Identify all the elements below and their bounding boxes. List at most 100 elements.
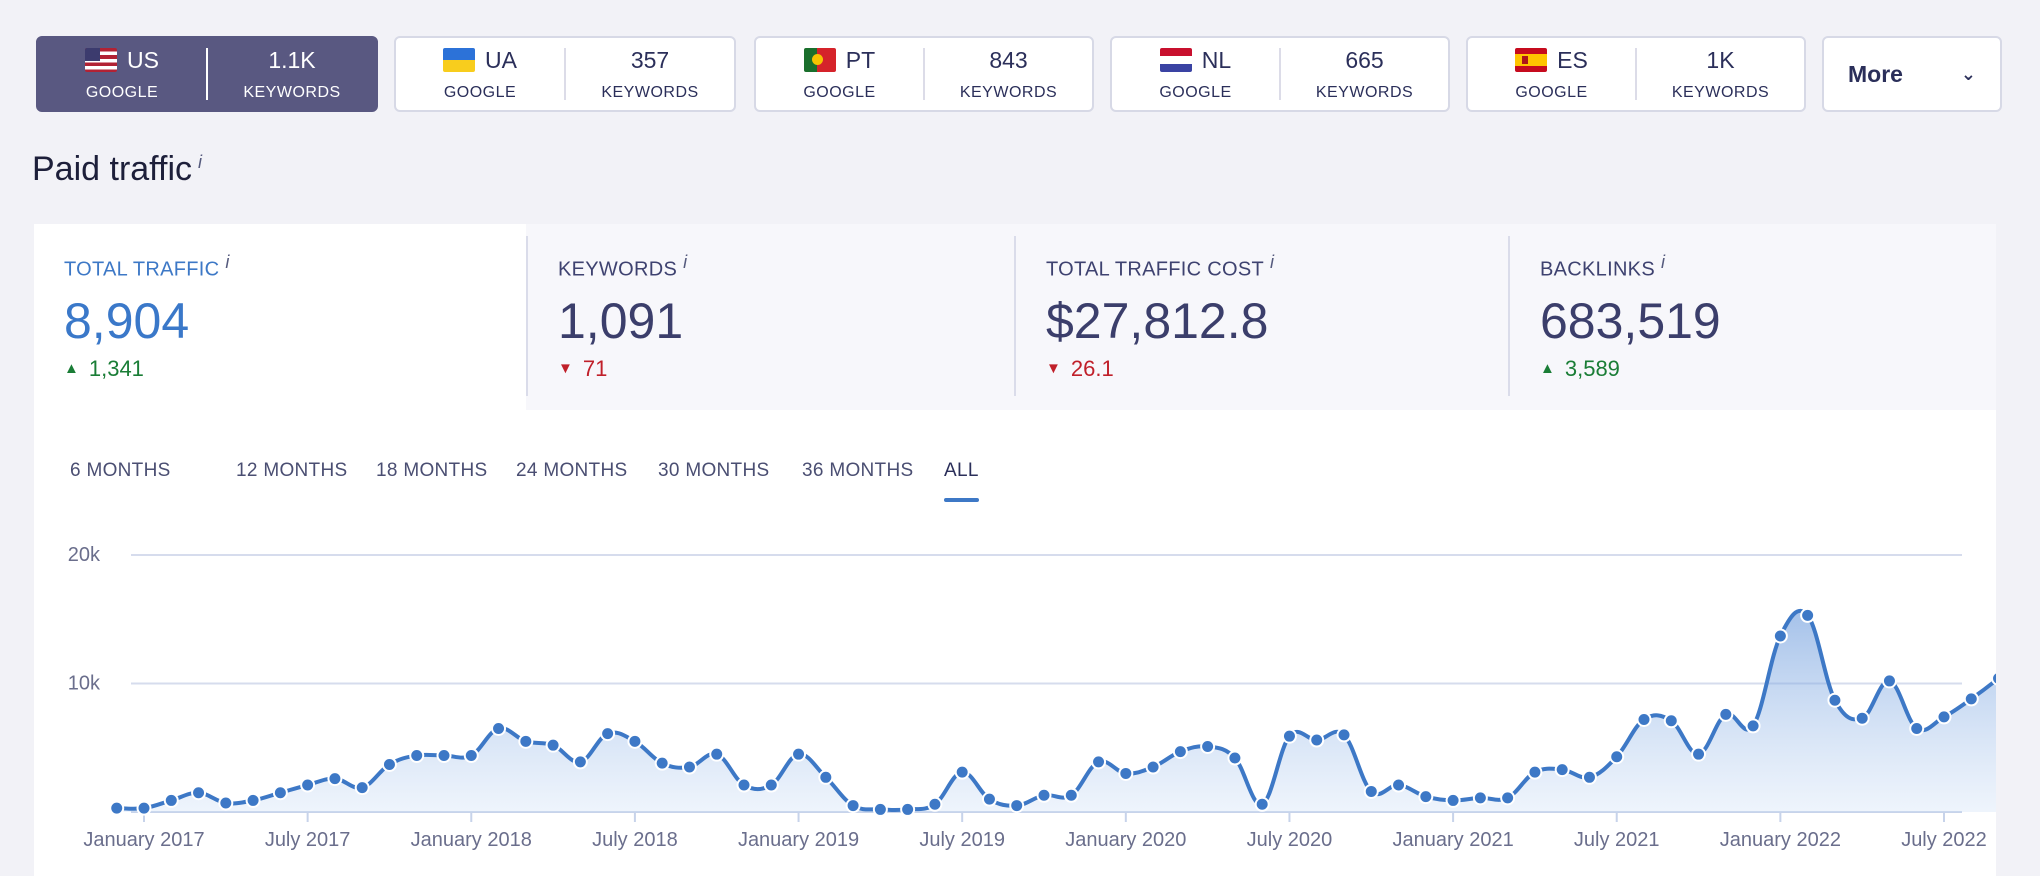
data-point <box>1091 754 1107 770</box>
more-databases-button[interactable]: More ⌄ <box>1822 36 2002 112</box>
data-point <box>872 801 888 817</box>
data-point <box>1772 628 1788 644</box>
traffic-area <box>116 610 1996 812</box>
db-tab-country: NL GOOGLE <box>1112 38 1279 110</box>
y-tick-label: 20k <box>68 544 101 566</box>
y-tick-label: 10k <box>68 673 101 695</box>
data-point <box>845 798 861 814</box>
data-point <box>409 747 425 763</box>
data-point <box>1363 783 1379 799</box>
db-tab-es[interactable]: ES GOOGLE 1K KEYWORDS <box>1466 36 1806 112</box>
data-point <box>1827 692 1843 708</box>
info-icon[interactable]: i <box>683 252 688 272</box>
data-point <box>927 796 943 812</box>
data-point <box>763 777 779 793</box>
tab-30-months[interactable]: 30 MONTHS <box>658 460 770 481</box>
tab-all[interactable]: ALL <box>944 460 979 502</box>
db-tab-ua[interactable]: UA GOOGLE 357 KEYWORDS <box>394 36 736 112</box>
data-point <box>572 754 588 770</box>
data-point <box>1745 718 1761 734</box>
db-tab-count: 665 KEYWORDS <box>1281 38 1448 110</box>
metric-delta: ▲ 1,341 <box>64 356 526 382</box>
data-point <box>1991 671 1996 686</box>
data-point <box>709 746 725 762</box>
metric-value: 683,519 <box>1540 292 1721 349</box>
info-icon[interactable]: i <box>198 151 203 172</box>
data-point <box>1963 691 1979 707</box>
data-point <box>463 747 479 763</box>
x-tick-label: July 2022 <box>1901 829 1987 851</box>
x-tick-label: January 2022 <box>1720 829 1841 851</box>
data-point <box>491 720 507 736</box>
divider <box>1279 48 1281 100</box>
chart-panel: 6 MONTHS 12 MONTHS 18 MONTHS 24 MONTHS 3… <box>34 410 1996 876</box>
divider <box>526 236 528 396</box>
data-point <box>436 747 452 763</box>
info-icon[interactable]: i <box>1660 252 1666 272</box>
page-title: Paid traffic i <box>32 150 202 189</box>
chevron-down-icon: ⌄ <box>1960 63 1976 84</box>
data-point <box>1036 787 1052 803</box>
info-icon[interactable]: i <box>1270 252 1275 272</box>
db-keyword-label: KEYWORDS <box>959 83 1058 101</box>
data-point <box>1445 792 1461 808</box>
data-point <box>1609 749 1625 765</box>
metric-delta: ▼ 26.1 <box>1046 356 1508 382</box>
nl-flag-icon <box>1159 48 1192 72</box>
data-point <box>1691 746 1707 762</box>
data-point <box>1063 787 1079 803</box>
data-point <box>954 764 970 780</box>
delta-value: 3,589 <box>1564 355 1620 381</box>
more-label: More <box>1848 60 1903 87</box>
triangle-down-icon: ▼ <box>558 360 573 378</box>
db-engine: GOOGLE <box>803 83 876 101</box>
db-tab-count: 1.1K KEYWORDS <box>208 38 376 110</box>
info-icon[interactable]: i <box>225 252 230 272</box>
tab-24-months[interactable]: 24 MONTHS <box>516 460 628 481</box>
data-point <box>163 792 179 808</box>
ua-flag-icon <box>443 48 476 72</box>
db-tab-pt[interactable]: PT GOOGLE 843 KEYWORDS <box>754 36 1094 112</box>
data-point <box>1909 720 1925 736</box>
triangle-down-icon: ▼ <box>1046 360 1061 378</box>
metric-keywords[interactable]: KEYWORDS i 1,091 ▼ 71 <box>528 224 1018 410</box>
metric-delta: ▼ 71 <box>558 356 1018 382</box>
metric-label: BACKLINKS <box>1540 258 1655 281</box>
x-tick-label: July 2021 <box>1574 829 1660 851</box>
db-tab-country: ES GOOGLE <box>1468 38 1635 110</box>
db-code: US <box>127 46 159 73</box>
tab-6-months[interactable]: 6 MONTHS <box>70 460 171 481</box>
traffic-chart: 10k 20k January 2017 July 2017 January 2018 J… <box>68 544 1996 851</box>
x-tick-label: January 2021 <box>1392 829 1513 851</box>
db-keyword-count: 665 <box>1345 46 1384 73</box>
data-point <box>627 733 643 749</box>
divider <box>1508 236 1510 396</box>
db-engine: GOOGLE <box>443 83 517 101</box>
data-point <box>818 769 834 785</box>
tab-36-months[interactable]: 36 MONTHS <box>802 460 914 481</box>
x-tick-label: July 2019 <box>919 829 1005 851</box>
db-engine: GOOGLE <box>1159 83 1232 101</box>
metric-backlinks[interactable]: BACKLINKS i 683,519 ▲ 3,589 <box>1510 224 1996 410</box>
tab-12-months[interactable]: 12 MONTHS <box>236 460 348 481</box>
metric-value: $27,812.8 <box>1046 292 1269 349</box>
data-point <box>654 755 670 771</box>
data-point <box>300 777 316 793</box>
db-tab-nl[interactable]: NL GOOGLE 665 KEYWORDS <box>1110 36 1450 112</box>
tab-18-months[interactable]: 18 MONTHS <box>376 460 488 481</box>
db-tab-us[interactable]: US GOOGLE 1.1K KEYWORDS <box>36 36 378 112</box>
divider <box>923 48 925 100</box>
metric-total-traffic[interactable]: TOTAL TRAFFIC i 8,904 ▲ 1,341 <box>34 224 526 410</box>
data-point <box>1118 765 1134 781</box>
data-point <box>191 785 207 801</box>
metric-total-traffic-cost[interactable]: TOTAL TRAFFIC COST i $27,812.8 ▼ 26.1 <box>1016 224 1508 410</box>
db-keyword-label: KEYWORDS <box>1671 83 1770 101</box>
data-point <box>1881 673 1897 689</box>
db-keyword-count: 843 <box>989 46 1028 73</box>
data-point <box>900 801 916 817</box>
db-tab-count: 357 KEYWORDS <box>566 38 734 110</box>
data-point <box>1500 790 1516 806</box>
es-flag-icon <box>1515 48 1548 72</box>
pt-flag-icon <box>803 48 836 72</box>
data-point <box>1718 706 1734 722</box>
